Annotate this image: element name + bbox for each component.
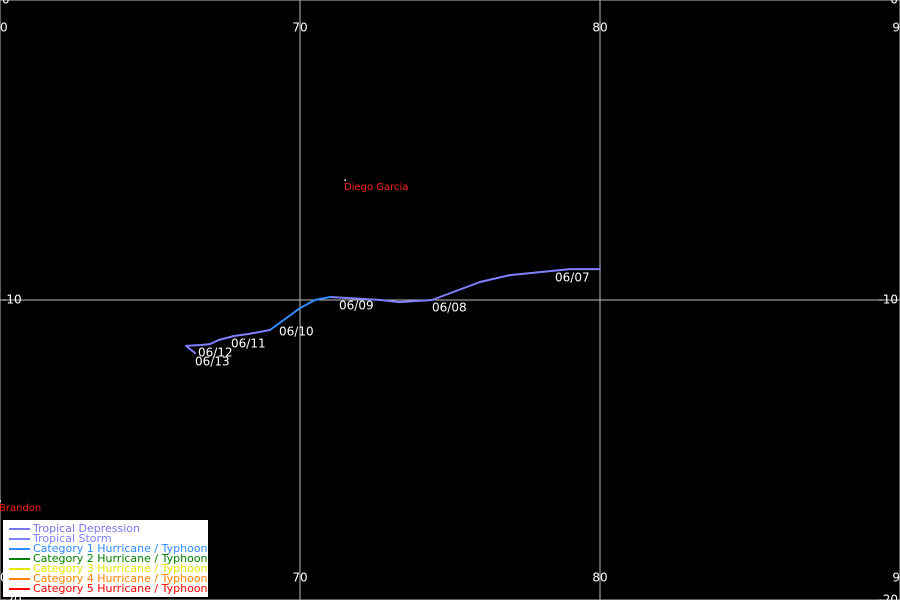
date-label: 06/07 xyxy=(555,271,590,285)
track-segment xyxy=(209,338,220,346)
legend-label: Tropical Depression xyxy=(32,522,140,535)
date-label: 06/08 xyxy=(432,301,467,315)
x-tick-label: 60 xyxy=(0,21,8,35)
date-label: 06/09 xyxy=(339,298,374,312)
track-segment xyxy=(344,296,382,301)
track-segment xyxy=(539,268,571,274)
place-label: Diego Garcia xyxy=(344,182,408,193)
track-segment xyxy=(218,335,235,341)
legend-label: Category 1 Hurricane / Typhoon xyxy=(33,542,208,555)
y-tick-label: -10 xyxy=(878,293,898,307)
track-segment xyxy=(299,299,316,310)
x-tick-label: 80 xyxy=(592,571,607,585)
track-segment xyxy=(431,290,457,301)
place-label: Brandon xyxy=(0,503,41,514)
track-segment xyxy=(398,299,433,304)
legend-label: Category 4 Hurricane / Typhoon xyxy=(33,572,208,585)
legend-label: Category 5 Hurricane / Typhoon xyxy=(33,582,208,595)
x-tick-label: 80 xyxy=(592,21,607,35)
x-tick-label: 70 xyxy=(292,571,307,585)
y-tick-label: 0 xyxy=(890,0,898,7)
track-segment xyxy=(479,274,511,283)
x-tick-label: 70 xyxy=(292,21,307,35)
date-label: 06/10 xyxy=(279,325,314,339)
place-marker xyxy=(344,179,346,181)
date-label: 06/12 xyxy=(198,346,233,360)
track-segment xyxy=(185,344,202,347)
track-segment xyxy=(233,332,250,337)
legend-box xyxy=(3,520,208,597)
track-segment xyxy=(509,271,541,277)
y-tick-label: -20 xyxy=(878,593,898,600)
x-tick-label: 90 xyxy=(892,21,900,35)
date-label: 06/13 xyxy=(195,355,230,369)
track-segment xyxy=(248,329,271,335)
track-segment xyxy=(455,281,481,292)
track-segment xyxy=(269,307,301,331)
track-segment xyxy=(380,299,400,304)
place-marker xyxy=(0,500,1,502)
track-segment xyxy=(200,343,211,346)
track-segment xyxy=(314,296,331,301)
date-label: 06/11 xyxy=(231,337,266,351)
y-tick-label: -10 xyxy=(2,293,22,307)
legend-label: Tropical Storm xyxy=(32,532,112,545)
track-segment xyxy=(185,344,196,355)
legend-label: Category 3 Hurricane / Typhoon xyxy=(33,562,208,575)
legend-label: Category 2 Hurricane / Typhoon xyxy=(33,552,208,565)
y-tick-label: 0 xyxy=(2,0,10,7)
x-tick-label: 90 xyxy=(892,571,900,585)
track-segment xyxy=(329,296,346,299)
